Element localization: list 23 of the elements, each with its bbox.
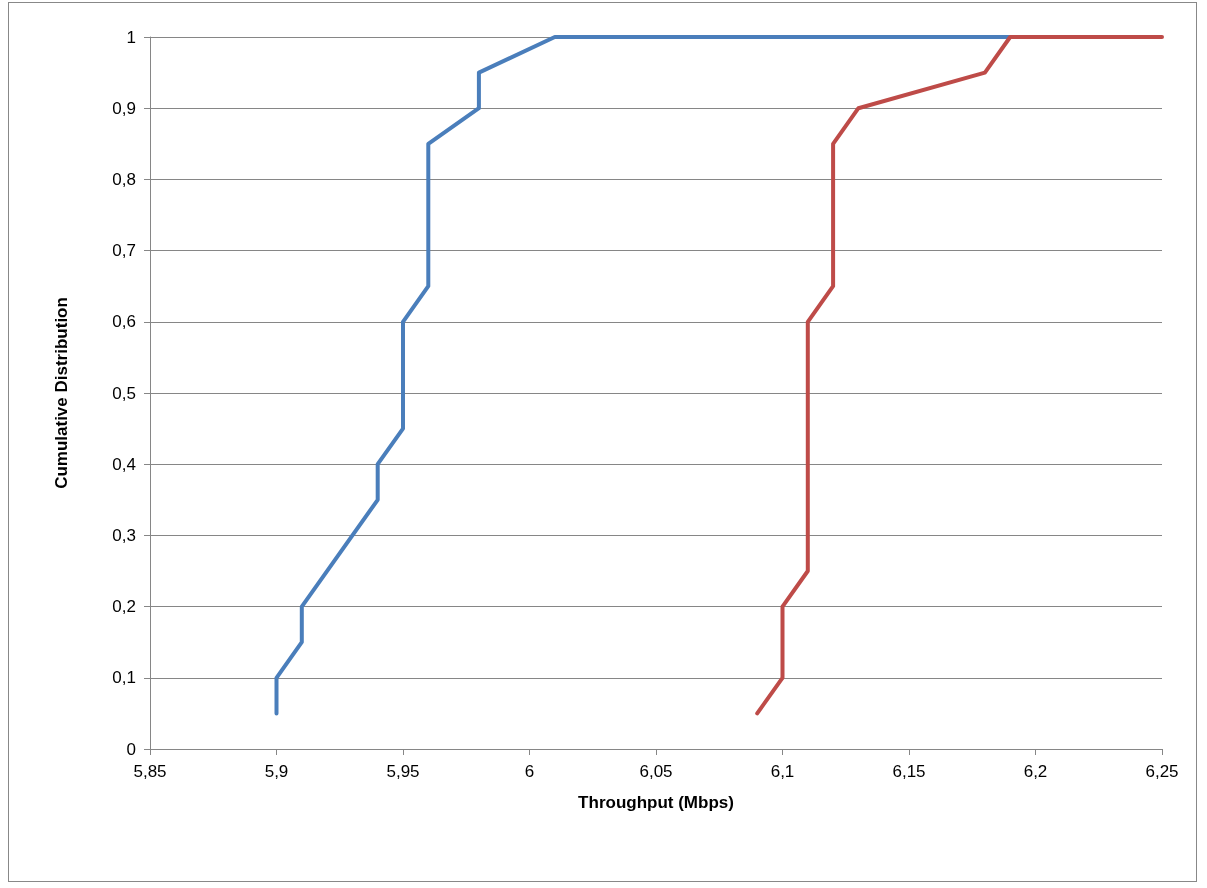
x-tick-label: 6,05 (639, 762, 673, 781)
y-tick-label: 0,2 (112, 597, 136, 617)
x-tick-label: 6,1 (770, 762, 795, 781)
x-tick-label: 6,2 (1023, 762, 1048, 781)
x-tick-label: 5,9 (264, 762, 289, 781)
line-series (755, 35, 1164, 716)
y-tick-label: 0,9 (112, 98, 136, 118)
x-tick-label: 6 (524, 762, 535, 781)
x-axis-title: Throughput (Mbps) (578, 793, 734, 812)
y-tick-label: 0,5 (112, 383, 136, 403)
y-tick-label: 0,6 (112, 312, 136, 332)
y-tick-label: 0,3 (112, 525, 136, 545)
x-tick-label: 5,95 (386, 762, 420, 781)
y-tick-label: 0 (126, 739, 136, 759)
y-tick-label: 0,4 (112, 454, 136, 474)
y-tick-label: 1 (126, 27, 136, 47)
y-tick-label: 0,8 (112, 169, 136, 189)
y-axis-title: Cumulative Distribution (52, 297, 71, 489)
y-tick-label: 0,7 (112, 241, 136, 261)
y-tick-label: 0,1 (112, 668, 136, 688)
x-tick-label: 6,15 (892, 762, 926, 781)
x-tick-label: 5,85 (133, 762, 167, 781)
x-tick-label: 6,25 (1145, 762, 1179, 781)
